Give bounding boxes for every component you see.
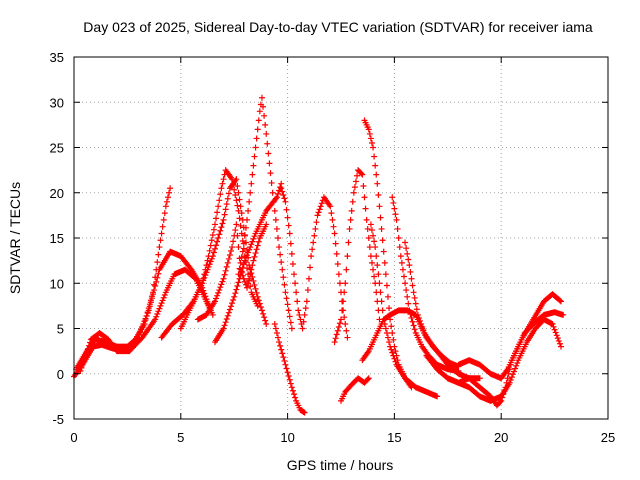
y-tick-label: 10 [50,276,64,291]
series-6 [194,221,270,323]
series-markers [423,291,565,409]
y-tick-label: 25 [50,141,64,156]
x-axis-ticks: 0 5 10 15 20 25 [70,57,615,445]
series-markers [444,316,565,404]
series-markers [367,221,441,400]
series-8 [235,94,295,332]
x-tick-label: 10 [280,430,294,445]
series-markers [235,94,295,332]
series-markers [211,180,285,346]
x-tick-label: 25 [601,430,615,445]
series-20 [444,316,565,404]
y-tick-label: 35 [50,50,64,65]
series-markers [338,375,372,404]
x-tick-label: 15 [387,430,401,445]
series-markers [194,221,270,323]
data-marks [71,94,567,416]
series-markers [278,185,351,341]
y-axis-ticks: -5 0 5 10 15 20 25 30 35 [50,50,608,427]
series-2 [73,248,214,373]
series-14 [367,221,441,400]
y-tick-label: -5 [52,412,64,427]
y-tick-label: 15 [50,231,64,246]
series-12 [331,167,383,346]
series-19 [455,309,567,382]
series-16 [402,239,462,370]
y-tick-label: 5 [57,322,64,337]
series-markers [455,309,567,382]
y-tick-label: 20 [50,186,64,201]
series-11 [338,375,372,404]
series-7 [211,180,285,346]
series-markers [402,239,462,370]
series-10 [271,320,308,416]
series-15 [389,194,462,375]
series-markers [271,320,308,416]
x-tick-label: 5 [177,430,184,445]
series-markers [73,248,214,373]
series-18 [423,291,565,409]
x-tick-label: 20 [494,430,508,445]
series-markers [389,194,462,375]
grid [74,57,608,419]
series-9 [278,185,351,341]
x-tick-label: 0 [70,430,77,445]
y-tick-label: 0 [57,367,64,382]
x-axis-label: GPS time / hours [287,457,394,473]
y-tick-label: 30 [50,95,64,110]
chart-title: Day 023 of 2025, Sidereal Day-to-day VTE… [83,19,593,35]
series-markers [331,167,383,346]
y-axis-label: SDTVAR / TECUs [7,182,23,294]
